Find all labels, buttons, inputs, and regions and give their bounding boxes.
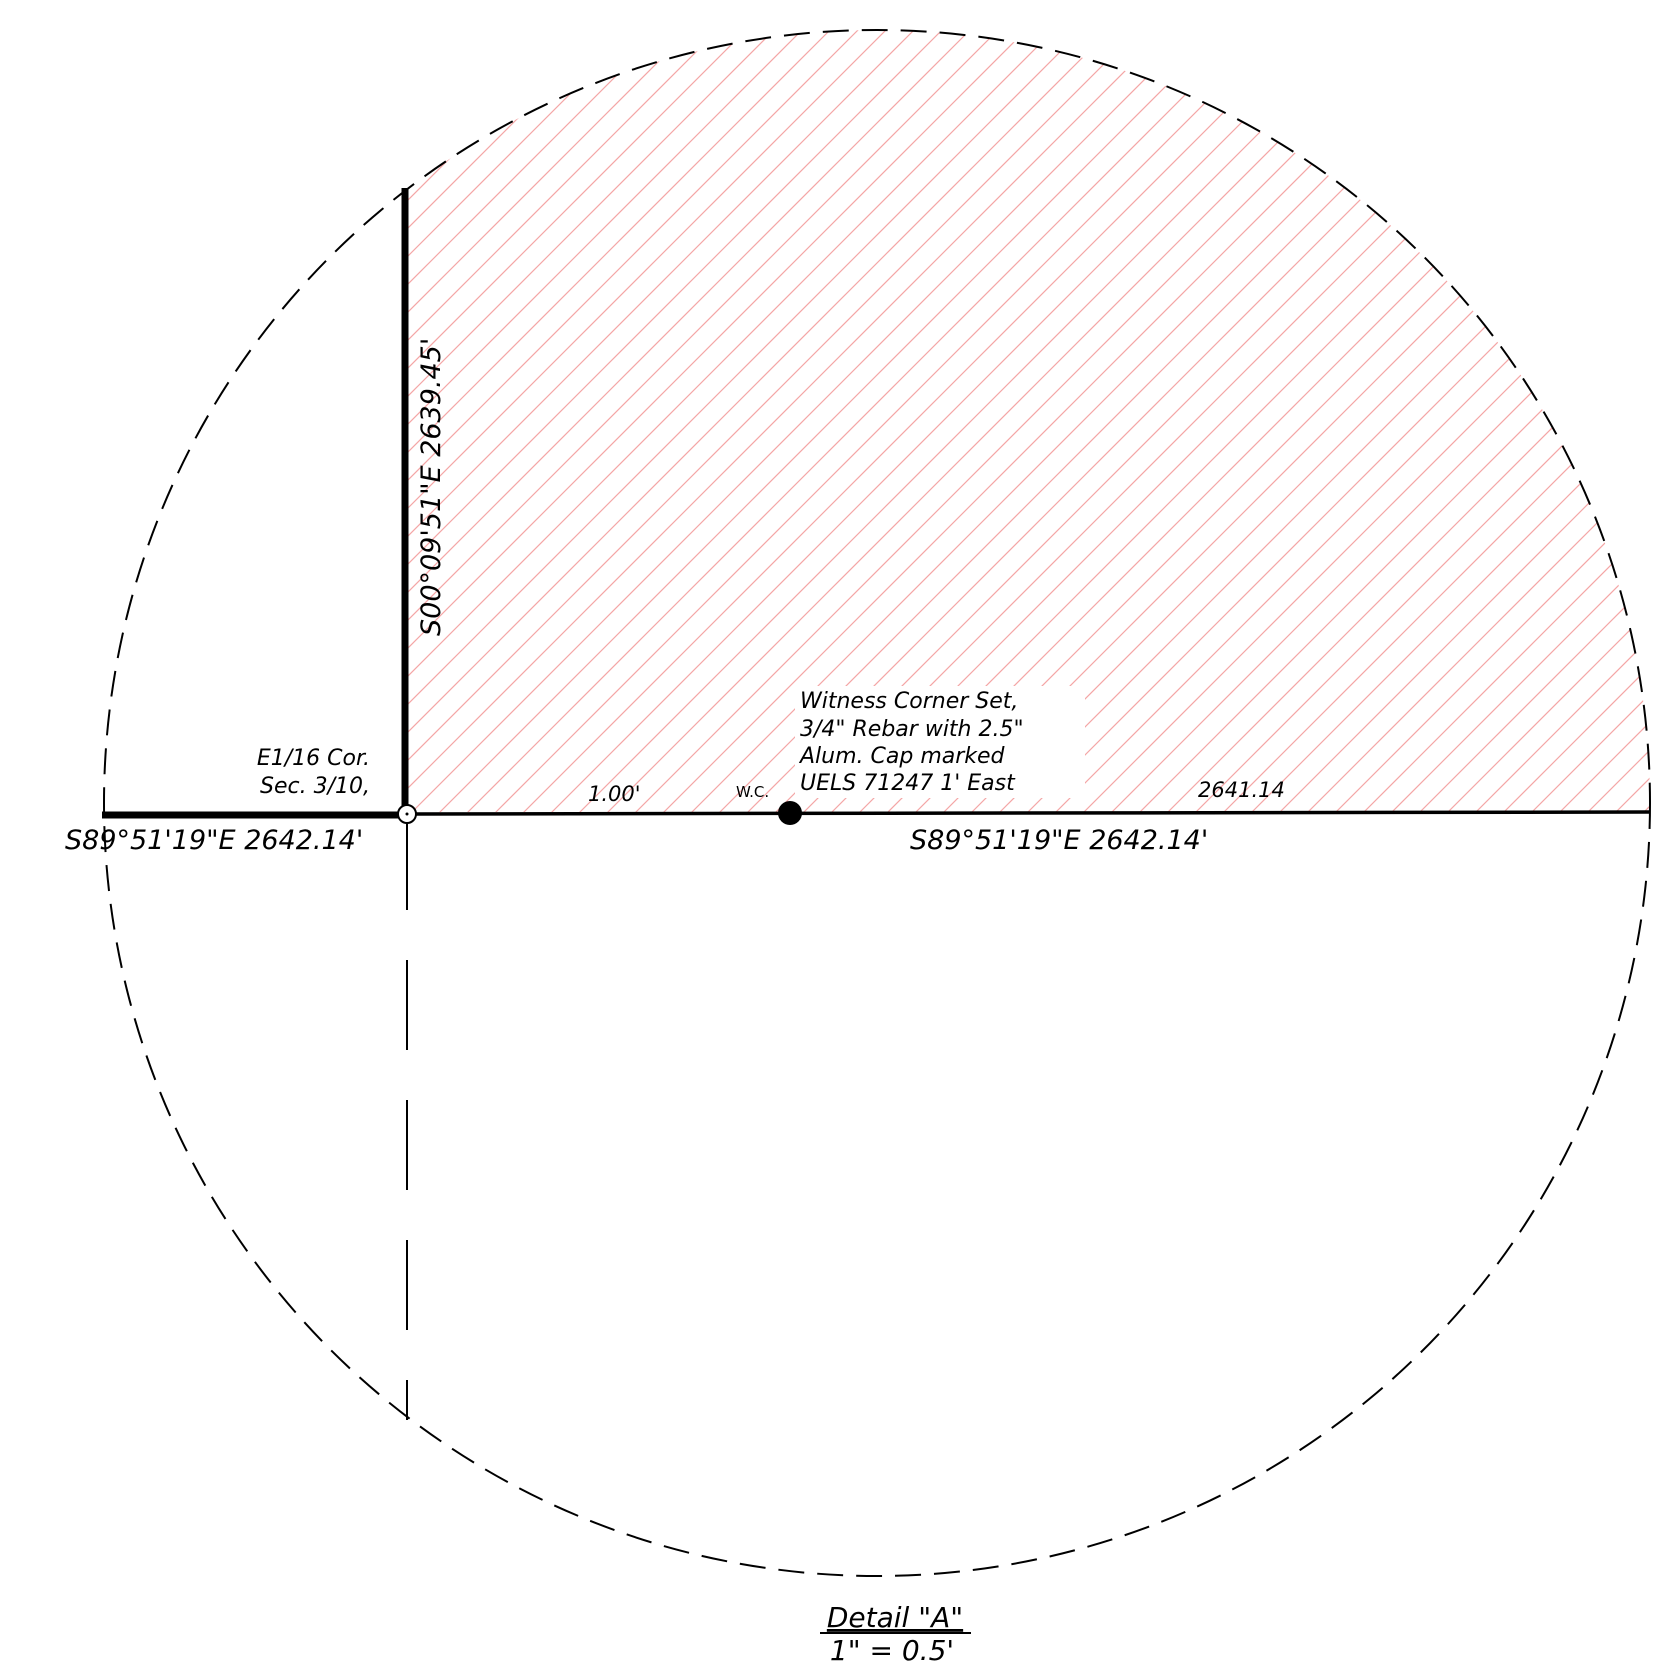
hatch-line	[1331, 30, 1650, 812]
hatch-line	[1079, 30, 1650, 812]
corner-label-line2: Sec. 3/10,	[260, 774, 370, 799]
hatch-line	[1107, 30, 1650, 812]
hatch-line	[406, 30, 1057, 812]
hatch-line	[406, 30, 917, 812]
witness-note-line4: UELS 71247 1' East	[800, 771, 1016, 796]
hatch-line	[406, 30, 945, 812]
hatch-line	[406, 30, 469, 812]
hatch-line	[1387, 30, 1650, 812]
hatch-line	[406, 30, 861, 812]
hatch-line	[406, 30, 1029, 812]
hatch-line	[406, 30, 833, 812]
west-bearing-label: S89°51'19"E 2642.14'	[65, 825, 363, 856]
hatch-line	[1275, 30, 1650, 812]
hatch-line	[1247, 30, 1650, 812]
north-bearing-label: S00°09'51"E 2639.45'	[416, 338, 447, 636]
hatch-line	[1527, 30, 1650, 812]
hatch-line	[1359, 30, 1650, 812]
witness-note-backing	[795, 686, 1085, 798]
hatch-line	[406, 30, 1197, 812]
witness-note-line2: 3/4" Rebar with 2.5"	[800, 717, 1024, 742]
remaining-distance-label: 2641.14	[1198, 778, 1285, 802]
offset-distance-label: 1.00'	[588, 782, 641, 806]
east-bearing-label: S89°51'19"E 2642.14'	[910, 825, 1208, 856]
corner-label-line1: E1/16 Cor.	[257, 746, 370, 771]
hatch-line	[406, 30, 889, 812]
hatch-line	[406, 30, 441, 812]
hatch-line	[406, 30, 1225, 812]
witness-note-line3: Alum. Cap marked	[798, 744, 1006, 769]
hatch-line	[463, 30, 1365, 812]
hatch-line	[407, 30, 1309, 812]
hatch-line	[406, 30, 1169, 812]
hatch-line	[406, 30, 1113, 812]
hatch-line	[1219, 30, 1650, 812]
hatch-line	[1583, 30, 1650, 812]
hatch-line	[406, 30, 1281, 812]
detail-title: Detail "A"	[827, 1601, 963, 1634]
hatch-line	[406, 30, 721, 812]
hatch-line	[491, 30, 1393, 812]
wc-marker-label: W.C.	[736, 783, 769, 801]
hatch-line	[435, 30, 1337, 812]
detail-scale: 1" = 0.5'	[830, 1634, 954, 1661]
hatch-line	[406, 30, 1085, 812]
witness-corner-dot-icon	[778, 801, 802, 825]
hatch-line	[406, 30, 973, 812]
detail-circle	[103, 29, 1651, 1577]
hatch-line	[1023, 30, 1650, 812]
hatch-line	[1303, 30, 1650, 812]
corner-center-dot-icon	[405, 812, 409, 816]
hatch-line	[406, 30, 1141, 812]
witness-note-line1: Witness Corner Set,	[800, 689, 1018, 714]
hatch-line	[406, 30, 1253, 812]
hatch-line	[406, 30, 693, 812]
hatch-line	[406, 30, 637, 812]
hatch-line	[0, 0, 300, 900]
hatch-line	[1051, 30, 1650, 812]
hatch-line	[406, 30, 1001, 812]
hatch-line	[406, 30, 665, 812]
hatch-line	[1191, 30, 1650, 812]
hatch-line	[1471, 30, 1650, 812]
hatch-line	[939, 30, 1650, 812]
hatch-line	[406, 30, 805, 812]
hatch-line	[995, 30, 1650, 812]
hatch-line	[1415, 30, 1650, 812]
hatch-line	[519, 30, 1421, 812]
hatch-line	[967, 30, 1650, 812]
hatch-line	[1443, 30, 1650, 812]
east-boundary-line	[411, 810, 1651, 816]
hatch-line	[406, 30, 777, 812]
hatch-line	[406, 30, 749, 812]
